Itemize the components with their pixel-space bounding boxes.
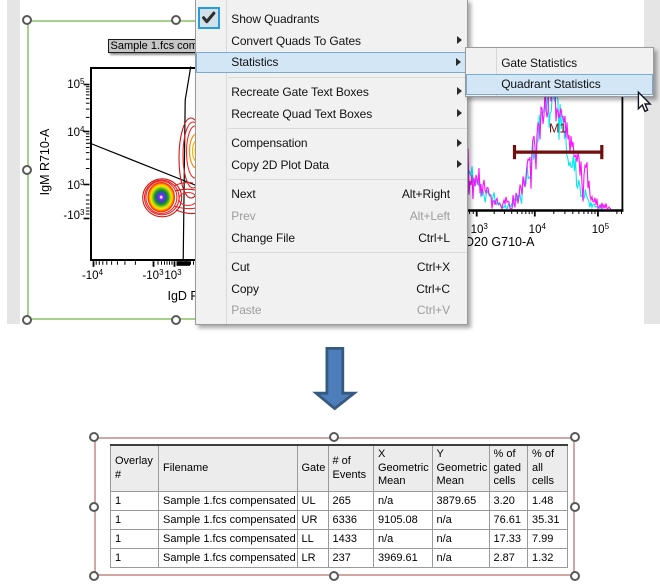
svg-text:M1: M1 [549, 122, 566, 136]
